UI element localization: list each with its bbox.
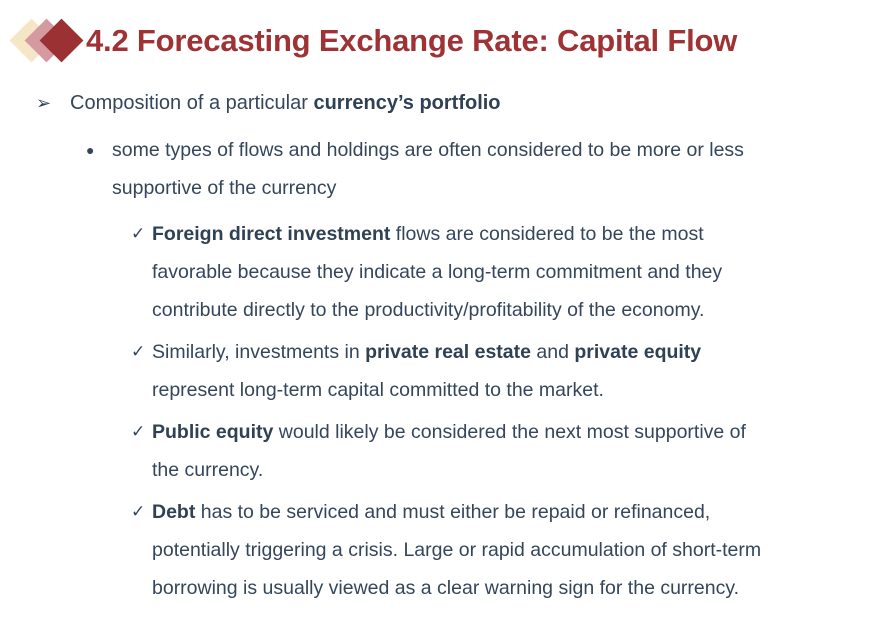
- check-list-item: ✓ Foreign direct investment flows are con…: [131, 215, 891, 329]
- text-run: Similarly, investments in: [152, 341, 366, 363]
- check-icon: ✓: [131, 502, 146, 521]
- text-run-bold: Debt: [152, 501, 196, 523]
- text-run-bold: private equity: [574, 341, 702, 363]
- text-run: some types of flows and holdings are oft…: [112, 139, 744, 199]
- bullet-level2: ● some types of flows and holdings are o…: [86, 131, 891, 207]
- page-title: 4.2 Forecasting Exchange Rate: Capital F…: [86, 22, 738, 58]
- text-run: represent long-term capital committed to…: [152, 379, 604, 401]
- text-run: has to be serviced and must either be re…: [152, 501, 762, 599]
- check-icon: ✓: [131, 422, 146, 441]
- check-icon: ✓: [131, 342, 146, 361]
- check-item-text: Foreign direct investment flows are cons…: [152, 215, 722, 329]
- check-list: ✓ Foreign direct investment flows are con…: [131, 215, 891, 607]
- check-list-item: ✓ Similarly, investments in private real …: [131, 333, 891, 409]
- text-run: and: [530, 341, 575, 363]
- text-run-bold: Public equity: [152, 421, 274, 443]
- bullet-level1: ➢ Composition of a particular currency’s…: [36, 88, 891, 118]
- text-run-bold: Foreign direct investment: [152, 223, 391, 245]
- check-list-item: ✓ Debt has to be serviced and must either…: [131, 493, 891, 607]
- bullet-level1-text: Composition of a particular currency’s p…: [70, 88, 501, 118]
- check-item-text: Public equity would likely be considered…: [152, 413, 746, 489]
- arrow-bullet-icon: ➢: [36, 93, 52, 113]
- check-list-item: ✓ Public equity would likely be considere…: [131, 413, 891, 489]
- check-item-text: Debt has to be serviced and must either …: [152, 493, 761, 607]
- bullet-level2-text: some types of flows and holdings are oft…: [112, 131, 744, 207]
- check-icon: ✓: [131, 224, 146, 243]
- text-run-bold: currency’s portfolio: [313, 92, 501, 114]
- slide-header: 4.2 Forecasting Exchange Rate: Capital F…: [0, 0, 891, 70]
- text-run: Composition of a particular: [70, 92, 314, 114]
- dot-bullet-icon: ●: [86, 142, 95, 158]
- diamonds-logo-icon: [8, 14, 84, 68]
- text-run-bold: private real estate: [365, 341, 531, 363]
- text-run: would likely be considered the next most…: [152, 421, 746, 481]
- check-item-text: Similarly, investments in private real e…: [152, 333, 701, 409]
- text-run: flows are considered to be the most favo…: [152, 223, 723, 321]
